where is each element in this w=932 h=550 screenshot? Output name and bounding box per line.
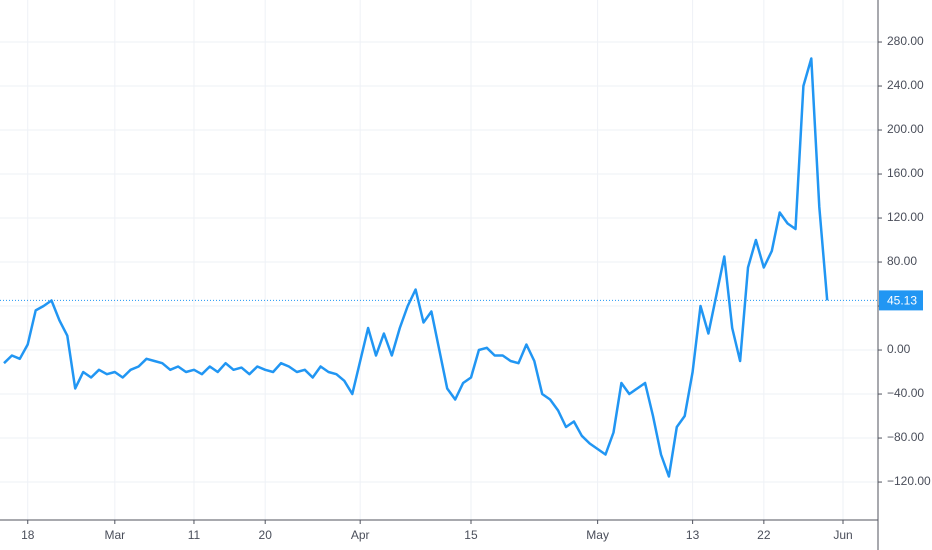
- y-tick-label: 0.00: [887, 342, 911, 356]
- price-line: [3, 57, 829, 478]
- y-tick-label: −80.00: [887, 430, 924, 444]
- y-tick-label: 80.00: [887, 254, 917, 268]
- y-tick-label: −40.00: [887, 386, 924, 400]
- x-tick-label: 11: [188, 528, 201, 542]
- y-tick-label: 120.00: [887, 210, 924, 224]
- x-tick-label: 18: [21, 528, 35, 542]
- y-tick-label: 200.00: [887, 122, 924, 136]
- series-layer: [0, 57, 878, 478]
- x-tick-label: Mar: [104, 528, 125, 542]
- x-tick-label: 22: [757, 528, 771, 542]
- x-tick-label: 13: [686, 528, 700, 542]
- grid: [0, 0, 878, 520]
- x-tick-label: 20: [259, 528, 273, 542]
- x-tick-label: May: [586, 528, 609, 542]
- y-tick-label: −120.00: [887, 474, 931, 488]
- last-price-box: [879, 290, 923, 311]
- y-tick-label: 280.00: [887, 34, 924, 48]
- y-tick-label: 160.00: [887, 166, 924, 180]
- x-tick-label: Apr: [351, 528, 370, 542]
- y-tick-label: 240.00: [887, 78, 924, 92]
- x-tick-label: 15: [464, 528, 478, 542]
- x-tick-label: Jun: [833, 528, 852, 542]
- last-price-label: 45.13: [887, 294, 917, 308]
